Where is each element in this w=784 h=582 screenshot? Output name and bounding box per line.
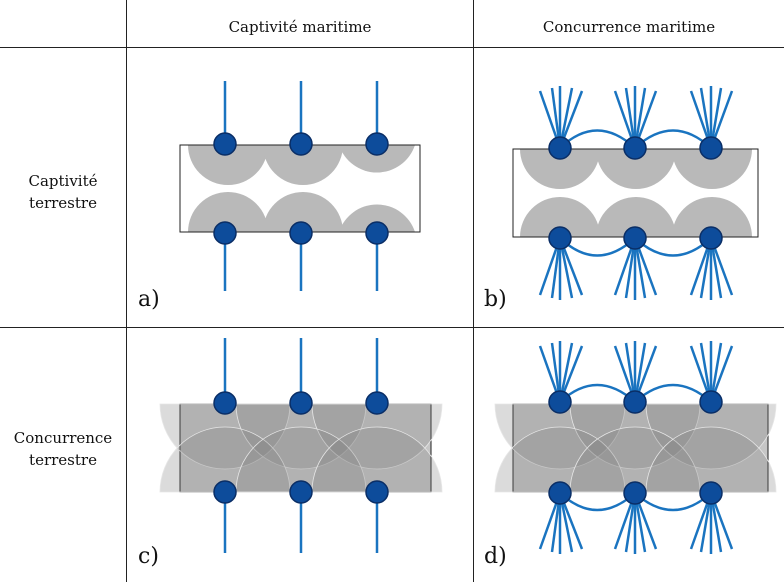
grid-line-top-header [126, 0, 127, 582]
hinterland-top-1 [520, 149, 600, 189]
hinterland-bottom-3 [672, 197, 752, 237]
hinterland-shapes [520, 149, 752, 237]
panel-b-diagram [512, 86, 759, 300]
port-node-bottom-2 [289, 480, 313, 504]
port-node-top-2 [623, 136, 647, 160]
port-node-top-2 [289, 391, 313, 415]
port-node-top-3 [365, 132, 389, 156]
port-nodes [548, 390, 723, 505]
panel-label-b: b) [484, 287, 507, 312]
row-label-line1: Captivité [28, 172, 98, 190]
port-node-top-2 [623, 390, 647, 414]
hinterland-top-3 [339, 145, 415, 173]
column-header-captivite-maritime: Captivité maritime [228, 18, 372, 36]
row-label-captivite-terrestre: Captivité terrestre [0, 170, 126, 214]
hinterland-bottom-3 [311, 426, 443, 493]
hinterland-top-2 [596, 149, 676, 189]
port-nodes [548, 136, 723, 250]
port-nodes [213, 391, 389, 504]
port-node-bottom-3 [699, 481, 723, 505]
hinterland-top-3 [645, 403, 777, 470]
port-node-bottom-2 [289, 221, 313, 245]
port-node-bottom-1 [548, 481, 572, 505]
overlapping-hinterlands [159, 403, 443, 493]
hinterland-bottom-3 [645, 426, 777, 493]
links [538, 86, 734, 300]
row-label-line2: terrestre [29, 194, 97, 212]
hinterland-top-1 [188, 145, 268, 185]
port-node-bottom-1 [213, 480, 237, 504]
panel-label-c: c) [138, 544, 159, 569]
row-label-line1: Concurrence [13, 429, 113, 447]
port-node-bottom-2 [623, 481, 647, 505]
port-node-bottom-3 [699, 226, 723, 250]
hinterland-top-3 [311, 403, 443, 470]
hinterland-bottom-2 [263, 192, 343, 232]
panel-a-diagram [179, 81, 421, 291]
overlapping-hinterlands [494, 403, 777, 493]
port-node-bottom-3 [365, 221, 389, 245]
port-node-bottom-2 [623, 226, 647, 250]
grid-line-header-bottom [0, 47, 784, 48]
port-node-top-3 [699, 136, 723, 160]
hinterland-bottom-3 [339, 204, 415, 232]
hinterland-bottom-1 [520, 197, 600, 237]
panel-c-diagram [159, 338, 443, 553]
port-node-top-1 [548, 136, 572, 160]
hinterland-top-3 [672, 149, 752, 189]
port-node-top-3 [699, 390, 723, 414]
port-node-top-2 [289, 132, 313, 156]
port-node-top-3 [365, 391, 389, 415]
panel-label-d: d) [484, 544, 507, 569]
row-label-concurrence-terrestre: Concurrence terrestre [0, 427, 126, 471]
hinterland-top-2 [263, 145, 343, 185]
land-zone-rect [179, 403, 432, 493]
panel-label-a: a) [138, 287, 160, 312]
row-label-line2: terrestre [29, 451, 97, 469]
panel-d-diagram [494, 341, 777, 554]
port-node-bottom-1 [548, 226, 572, 250]
port-node-bottom-3 [365, 480, 389, 504]
links [223, 81, 379, 291]
column-header-concurrence-maritime: Concurrence maritime [542, 18, 716, 36]
port-nodes [213, 132, 389, 245]
hinterland-bottom-1 [188, 192, 268, 232]
hinterland-bottom-2 [596, 197, 676, 237]
grid-line-middle-vertical [473, 0, 474, 582]
port-node-bottom-1 [213, 221, 237, 245]
hinterland-shapes [188, 145, 415, 232]
port-node-top-1 [548, 390, 572, 414]
grid-line-row-separator [0, 327, 784, 328]
port-node-top-1 [213, 391, 237, 415]
port-node-top-1 [213, 132, 237, 156]
